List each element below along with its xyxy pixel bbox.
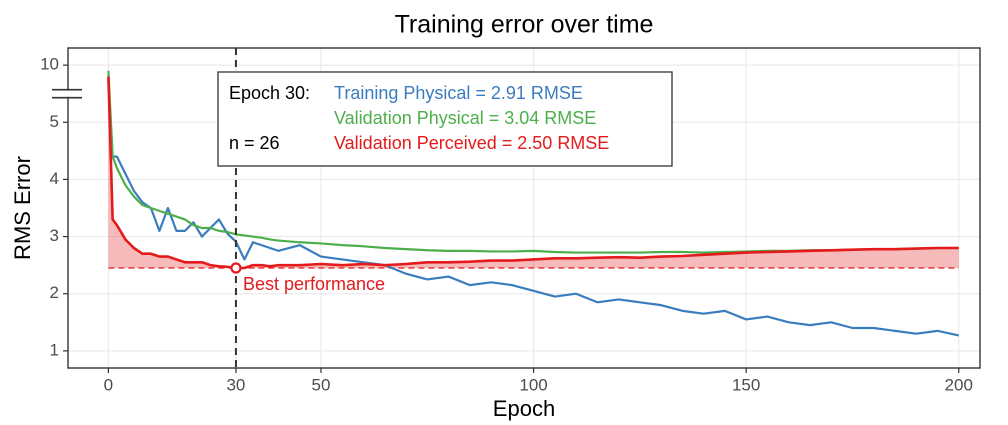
x-tick-label: 0 [104,375,113,394]
best-point [230,262,242,274]
y-tick-label: 4 [50,169,59,188]
y-axis-title: RMS Error [10,156,35,260]
x-tick-label: 30 [226,375,245,394]
y-tick-label: 5 [50,112,59,131]
chart-title: Training error over time [395,11,654,39]
axis-break-gap [66,90,70,97]
best-label: Best performance [243,274,385,294]
y-tick-label: 3 [50,226,59,245]
series-line [107,82,959,337]
y-tick-label: 10 [40,55,59,74]
x-tick-label: 200 [945,375,973,394]
x-tick-label: 50 [312,375,331,394]
x-tick-label: 100 [519,375,547,394]
box-line: Validation Physical = 3.04 RMSE [334,108,596,128]
x-axis-title: Epoch [493,396,555,421]
box-note: n = 26 [229,133,280,153]
x-tick-label: 150 [732,375,760,394]
y-tick-label: 2 [50,283,59,302]
y-tick-label: 1 [50,340,59,359]
annotation-box [217,71,673,167]
plot-border [67,47,981,369]
series-line [107,76,959,270]
box-line: Training Physical = 2.91 RMSE [334,83,583,103]
box-line: Validation Perceived = 2.50 RMSE [334,133,609,153]
box-title: Epoch 30: [229,83,310,103]
